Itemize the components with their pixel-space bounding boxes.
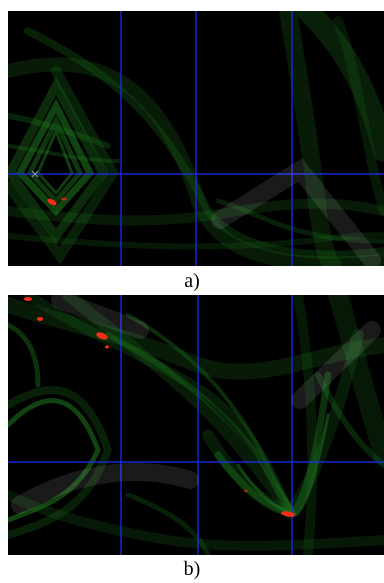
panel-b-caption: b) (183, 558, 201, 580)
panel-a-cross-marker (31, 170, 39, 178)
panel-b-curves (8, 295, 384, 555)
panel-b-svg (8, 295, 384, 555)
panel-a-curves (8, 11, 384, 266)
panel-b-image (8, 295, 384, 555)
panel-a-svg (8, 11, 384, 266)
panel-b-highlights (24, 297, 295, 517)
panel-a-caption: a) (184, 270, 200, 292)
panel-a-grid (8, 11, 384, 266)
panel-a-highlights (47, 197, 67, 206)
panel-a-image (8, 11, 384, 266)
panel-b-grid (8, 295, 384, 555)
